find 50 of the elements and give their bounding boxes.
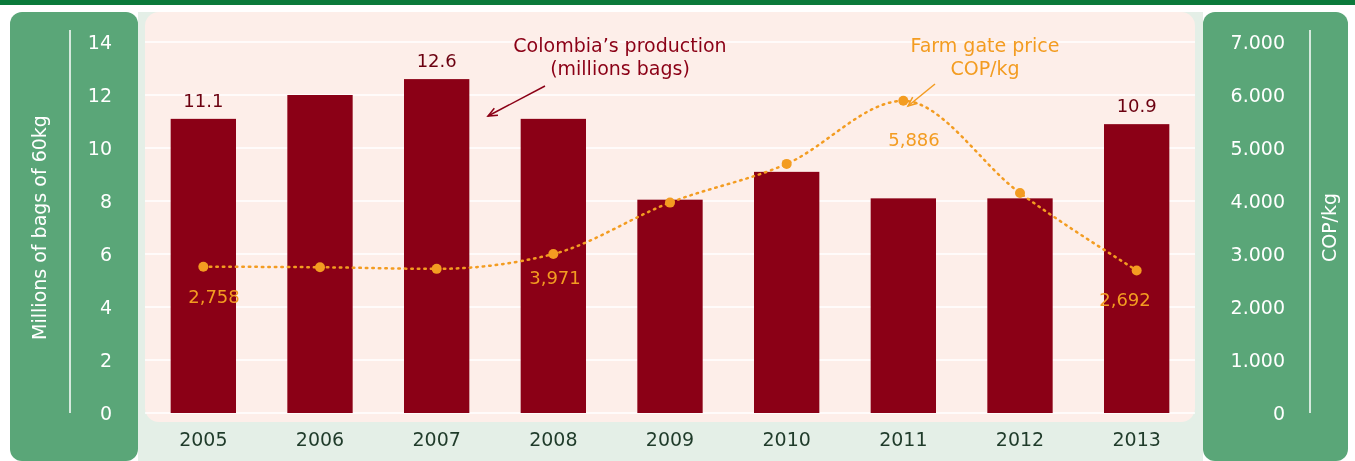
series-label: Farm gate price COP/kg [910, 34, 1060, 79]
point [548, 249, 559, 259]
point [898, 95, 909, 106]
y2-axis-title: COP/kg [1318, 192, 1340, 263]
x-tick-label: 2009 [645, 428, 695, 450]
point [781, 158, 792, 169]
bar [987, 198, 1053, 413]
y-tick-label: 14 [87, 31, 112, 53]
y2-tick-label: 3.000 [1230, 243, 1285, 265]
point [1131, 265, 1142, 276]
y-tick-label: 4 [99, 296, 112, 318]
x-tick-label: 2007 [412, 428, 461, 450]
y2-tick-label: 5.000 [1230, 137, 1285, 159]
y-tick-label: 10 [87, 137, 112, 159]
y-tick-label: 6 [99, 243, 112, 265]
bar [870, 198, 936, 413]
x-tick-label: 2008 [529, 428, 578, 450]
point [198, 261, 209, 272]
y2-tick-label: 6.000 [1230, 84, 1285, 106]
bar [754, 171, 820, 413]
point [315, 262, 325, 273]
bar [637, 199, 703, 413]
data-label: 10.9 [1116, 95, 1157, 117]
x-tick-label: 2013 [1112, 428, 1161, 450]
bar [404, 79, 470, 413]
annotation: 5,886 [888, 129, 940, 150]
data-label: 11.1 [183, 89, 224, 111]
x-tick-label: 2012 [995, 428, 1045, 450]
y-axis-title: Millions of bags of 60kg [28, 115, 50, 340]
y2-tick-label: 2.000 [1230, 296, 1285, 318]
bar [520, 118, 586, 413]
x-tick-label: 2006 [295, 428, 345, 450]
data-label: 12.6 [416, 50, 457, 72]
y-tick-label: 8 [99, 190, 112, 212]
annotation: 3,971 [529, 267, 581, 288]
point [665, 197, 675, 208]
y2-tick-label: 7.000 [1230, 31, 1285, 53]
x-tick-label: 2010 [762, 428, 811, 450]
y-tick-label: 2 [99, 349, 112, 371]
text: Colombia’s production (millions bags) [513, 34, 727, 79]
y-tick-label: 0 [99, 402, 112, 424]
y2-tick-label: 4.000 [1230, 190, 1285, 212]
point [431, 263, 442, 274]
x-tick-label: 2011 [879, 428, 928, 450]
y-tick-label: 12 [87, 84, 112, 106]
x-tick-label: 2005 [179, 428, 228, 450]
point [1015, 188, 1025, 199]
y2-tick-label: 0 [1272, 402, 1285, 424]
y2-tick-label: 1.000 [1230, 349, 1285, 371]
bar [287, 95, 353, 413]
